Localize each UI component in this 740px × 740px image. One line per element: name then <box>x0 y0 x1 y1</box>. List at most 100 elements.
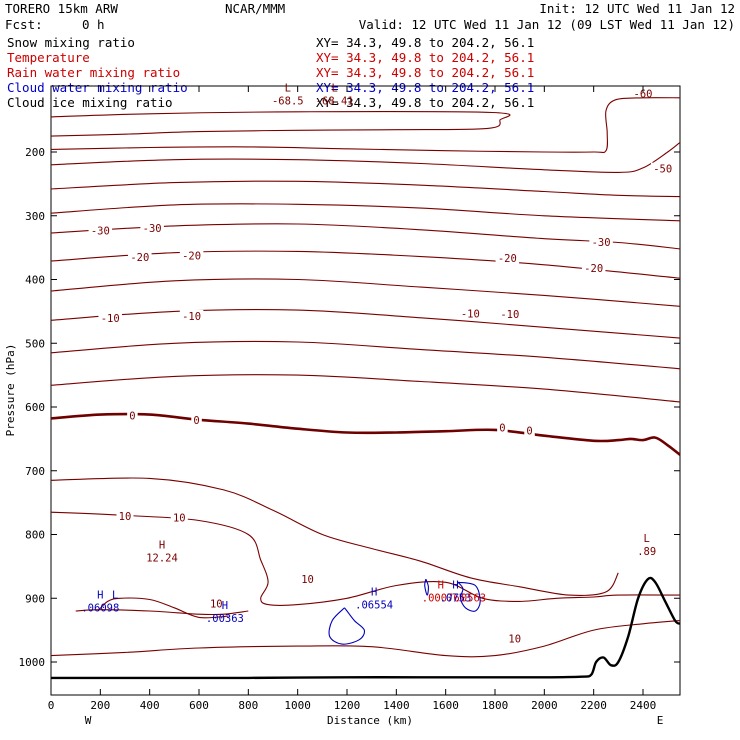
temperature-contour <box>51 111 511 137</box>
contour-label: 10 <box>173 512 186 524</box>
contour-label: -30 <box>91 225 110 237</box>
extremum-marker: L <box>112 589 118 601</box>
contour-layer: -60-50-30 -30-30-20 -20 -20-20-10 -10 -10 -100… <box>51 87 680 680</box>
cloud-water-contour <box>328 607 366 645</box>
temperature-contour <box>51 278 680 307</box>
contour-label-bg <box>179 249 204 262</box>
contour-label: -10 <box>182 311 201 323</box>
field-xy: XY= 34.3, 49.8 to 204.2, 56.1 <box>316 35 534 50</box>
x-tick-label: 800 <box>238 699 258 712</box>
contour-label-bg <box>589 235 613 248</box>
temperature-contour <box>51 250 680 279</box>
contour-label: 10 <box>508 633 521 645</box>
contour-label-bg <box>191 413 202 426</box>
contour-label-bg <box>116 510 134 523</box>
extremum-value: -68.5 <box>272 95 304 107</box>
contour-label-bg <box>498 307 522 320</box>
model-title: TORERO 15km ARW <box>5 1 118 16</box>
temperature-contour <box>51 203 680 222</box>
temperature-contour <box>51 340 680 370</box>
extremum-marker: H <box>222 600 228 612</box>
x-tick-label: 2200 <box>580 699 607 712</box>
extremum-value: .0563 <box>455 593 487 605</box>
extremum-marker: H <box>438 580 444 592</box>
contour-label-bg <box>581 262 606 275</box>
x-tick-label: 1200 <box>334 699 361 712</box>
contour-label: 0 <box>526 426 532 438</box>
contour-label-bg <box>650 162 675 175</box>
extremum-value: .06554 <box>355 600 393 612</box>
contour-label: 0 <box>499 422 505 434</box>
contour-label-bg <box>524 424 535 437</box>
extremum-value: 12.24 <box>146 553 178 565</box>
axes-layer: 0 200 400 600 800 1000 1200 1400 1600 1800 2000 220… <box>19 86 680 712</box>
y-tick-label: 700 <box>25 465 45 478</box>
x-tick-label: 0 <box>48 699 55 712</box>
forecast-label: Fcst: <box>5 17 43 32</box>
contour-label: 10 <box>119 511 132 523</box>
contour-label-bg <box>207 597 225 610</box>
field-name: Cloud water mixing ratio <box>7 80 188 95</box>
contour-label-bg <box>497 421 508 434</box>
extremum-value: .89 <box>637 546 656 558</box>
contour-label: -10 <box>101 313 120 325</box>
contour-label-bg <box>631 87 655 100</box>
temperature-contour <box>51 477 619 597</box>
contour-label: 0 <box>129 410 135 422</box>
contour-label-bg <box>495 251 520 264</box>
contour-label: -30 <box>143 223 162 235</box>
contour-label: 10 <box>301 574 314 586</box>
temperature-contour <box>51 180 680 198</box>
x-tick-label: 1800 <box>482 699 509 712</box>
contour-label-bg <box>299 573 317 586</box>
extremum-marker: L <box>332 82 338 94</box>
x-tick-label: 1000 <box>284 699 311 712</box>
org-title: NCAR/MMM <box>225 1 285 16</box>
contour-label: 0 <box>193 415 199 427</box>
west-endpoint-label: W <box>85 714 92 727</box>
x-tick-label: 200 <box>90 699 110 712</box>
valid-time: Valid: 12 UTC Wed 11 Jan 12 (09 LST Wed … <box>359 17 735 32</box>
temperature-contour <box>51 620 680 658</box>
contour-label-bg <box>128 251 152 264</box>
contour-label: -20 <box>498 253 517 265</box>
extremum-value: .0753 <box>440 593 472 605</box>
extremum-value: .06098 <box>81 602 119 614</box>
y-tick-label: 1000 <box>19 656 46 669</box>
forecast-value: 0 h <box>82 17 105 32</box>
field-name: Rain water mixing ratio <box>7 65 180 80</box>
terrain-line <box>51 576 680 680</box>
y-tick-label: 600 <box>25 401 45 414</box>
x-tick-label: 400 <box>140 699 160 712</box>
contour-label-bg <box>98 311 122 324</box>
contour-label: -10 <box>461 308 480 320</box>
temperature-contour <box>97 597 229 619</box>
extremum-value: .00076 <box>422 593 460 605</box>
x-tick-label: 600 <box>189 699 209 712</box>
cloud-water-contour <box>424 578 429 596</box>
contour-label-bg <box>127 409 138 422</box>
init-time: Init: 12 UTC Wed 11 Jan 12 <box>539 1 735 16</box>
extremum-marker: H <box>452 580 458 592</box>
x-tick-label: 1400 <box>383 699 410 712</box>
contour-label: -50 <box>653 164 672 176</box>
temperature-contour <box>51 97 680 154</box>
y-tick-label: 800 <box>25 529 45 542</box>
temperature-contour <box>51 309 680 339</box>
contour-label: -20 <box>182 250 201 262</box>
y-tick-label: 400 <box>25 274 45 287</box>
extremum-value: -68.41 <box>316 95 354 107</box>
y-tick-label: 500 <box>25 337 45 350</box>
y-tick-label: 300 <box>25 210 45 223</box>
east-endpoint-label: E <box>657 714 664 727</box>
x-tick-label: 1600 <box>432 699 459 712</box>
cloud-water-contour <box>457 581 481 612</box>
annotation-layer: L-68.5L-68.41H12.24L.89H.06098LH.00363H.… <box>81 82 656 625</box>
plot-frame <box>50 85 681 696</box>
contour-label-bg <box>458 307 483 320</box>
contour-label: 10 <box>210 598 223 610</box>
field-name: Temperature <box>7 50 90 65</box>
extremum-marker: H <box>159 540 165 552</box>
contour-label: -20 <box>130 252 149 264</box>
